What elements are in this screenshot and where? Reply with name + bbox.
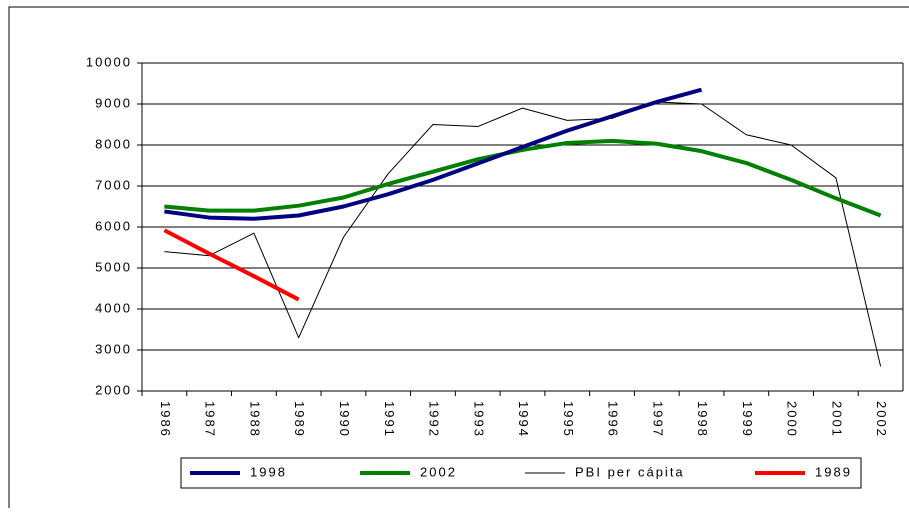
legend-box xyxy=(180,457,862,489)
x-tick-label: 1996 xyxy=(606,401,621,438)
x-tick-label: 1988 xyxy=(247,401,262,438)
x-tick-label: 1994 xyxy=(516,401,531,438)
x-tick-label: 1986 xyxy=(158,401,173,438)
y-tick-label: 8000 xyxy=(95,136,132,151)
y-tick-label: 2000 xyxy=(95,382,132,397)
y-tick-label: 3000 xyxy=(95,341,132,356)
x-tick-label: 1998 xyxy=(695,401,710,438)
x-tick-label: 2000 xyxy=(785,401,800,438)
series-line xyxy=(164,87,703,221)
x-tick-label: 1991 xyxy=(382,401,397,438)
x-tick-label: 2002 xyxy=(874,401,889,438)
y-tick-label: 7000 xyxy=(95,177,132,192)
legend-label: 1998 xyxy=(250,464,287,479)
series-line xyxy=(164,101,882,367)
legend-label: 1989 xyxy=(815,464,852,479)
y-tick-label: 9000 xyxy=(95,95,132,110)
y-tick-label: 6000 xyxy=(95,218,132,233)
y-tick-label: 5000 xyxy=(95,259,132,274)
x-tick-label: 1993 xyxy=(471,401,486,438)
x-tick-label: 1992 xyxy=(427,401,442,438)
chart-frame xyxy=(8,6,909,513)
y-tick-label: 10000 xyxy=(86,54,132,69)
x-tick-label: 1989 xyxy=(292,401,307,438)
legend-label: PBI per cápita xyxy=(575,464,685,479)
x-tick-label: 1997 xyxy=(650,401,665,438)
x-tick-label: 1999 xyxy=(740,401,755,438)
series-line xyxy=(164,138,882,218)
legend-label: 2002 xyxy=(420,464,457,479)
series-line xyxy=(163,228,300,302)
x-tick-label: 1990 xyxy=(337,401,352,438)
x-tick-label: 1987 xyxy=(203,401,218,438)
x-tick-label: 1995 xyxy=(561,401,576,438)
x-tick-label: 2001 xyxy=(829,401,844,438)
y-tick-label: 4000 xyxy=(95,300,132,315)
